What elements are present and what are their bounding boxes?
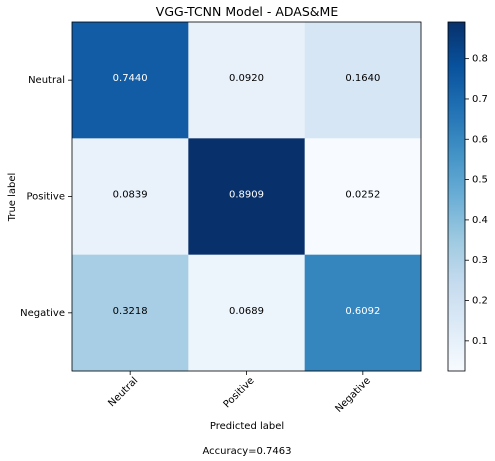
x-tick-label: Neutral — [106, 375, 140, 409]
cell-value-label: 0.0839 — [113, 190, 148, 201]
colorbar-tick-label: 0.4 — [472, 215, 488, 226]
heatmap-cell — [72, 22, 189, 139]
colorbar-ticks: 0.1 0.2 0.3 0.4 0.5 0.6 0.7 0.8 — [465, 54, 488, 347]
y-axis-ticks: Neutral Positive Negative — [20, 75, 72, 319]
y-tick-label: Neutral — [28, 75, 65, 86]
heatmap-cell — [72, 254, 189, 372]
cell-value-label: 0.0920 — [229, 73, 264, 84]
y-axis-label: True label — [7, 173, 18, 223]
colorbar-tick-label: 0.5 — [472, 175, 488, 186]
chart-title: VGG-TCNN Model - ADAS&ME — [156, 4, 339, 19]
colorbar-tick-label: 0.7 — [472, 94, 488, 105]
heatmap-cell — [304, 254, 422, 372]
x-axis-label: Predicted label — [210, 421, 284, 432]
cell-value-label: 0.3218 — [113, 306, 148, 317]
heatmap-cell — [188, 22, 306, 139]
cell-value-label: 0.0252 — [345, 190, 380, 201]
heatmap-cell — [304, 138, 422, 256]
x-axis-ticks: Neutral Positive Negative — [106, 371, 373, 415]
heatmap-cell — [188, 254, 306, 372]
colorbar-tick-label: 0.3 — [472, 255, 488, 266]
x-tick-label: Negative — [333, 375, 373, 415]
cell-value-label: 0.1640 — [345, 73, 380, 84]
accuracy-footer: Accuracy=0.7463 — [202, 446, 291, 457]
y-tick-label: Negative — [20, 308, 65, 319]
heatmap-cell-labels: 0.7440 0.0920 0.1640 0.0839 0.8909 0.0252 0.32… — [113, 73, 381, 317]
x-tick-label: Positive — [222, 375, 257, 410]
heatmap-cells — [72, 22, 422, 372]
colorbar-tick-label: 0.2 — [472, 296, 488, 307]
colorbar-tick-label: 0.6 — [472, 134, 488, 145]
heatmap-cell — [188, 138, 306, 256]
colorbar-tick-label: 0.8 — [472, 54, 488, 65]
heatmap-cell — [72, 138, 189, 256]
colorbar-tick-label: 0.1 — [472, 336, 488, 347]
cell-value-label: 0.0689 — [229, 306, 264, 317]
cell-value-label: 0.8909 — [229, 190, 264, 201]
y-tick-label: Positive — [26, 192, 65, 203]
colorbar — [447, 21, 466, 372]
cell-value-label: 0.7440 — [113, 73, 148, 84]
cell-value-label: 0.6092 — [345, 306, 380, 317]
heatmap-cell — [304, 22, 422, 139]
